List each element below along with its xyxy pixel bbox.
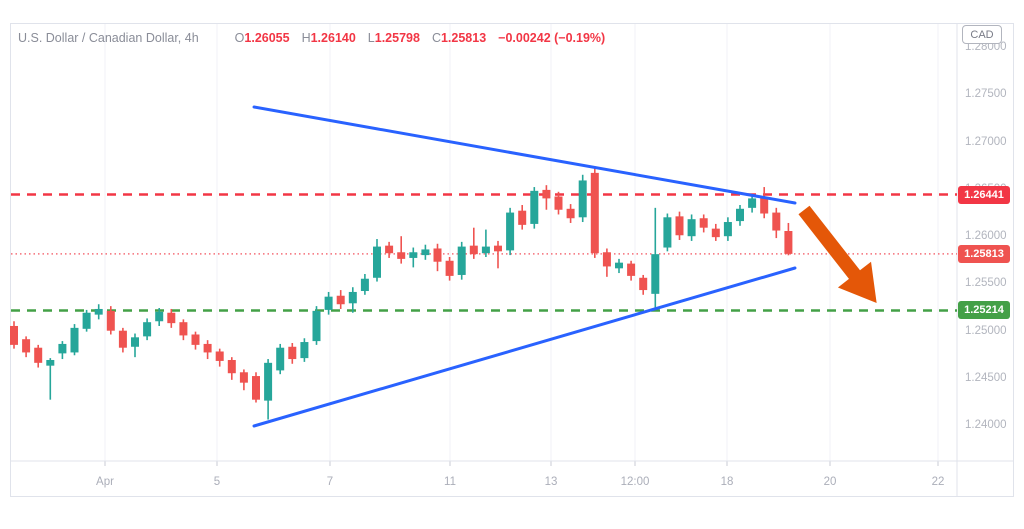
candle-body bbox=[784, 231, 793, 254]
candle-body bbox=[227, 359, 236, 374]
candle-body bbox=[723, 222, 732, 237]
candle-body bbox=[675, 216, 684, 236]
candle-body bbox=[639, 277, 648, 291]
candle-body bbox=[131, 337, 139, 347]
price-axis-label: 1.28000 bbox=[965, 41, 1007, 54]
candle-body bbox=[70, 327, 79, 353]
candle-body bbox=[687, 219, 696, 237]
price-axis-label: 1.24500 bbox=[965, 371, 1007, 384]
candle-body bbox=[506, 212, 515, 251]
price-axis-label: 1.27500 bbox=[965, 88, 1007, 101]
candle-body bbox=[421, 249, 430, 256]
candle-body bbox=[264, 362, 273, 401]
candle-body bbox=[542, 189, 551, 199]
ohlc-high: H1.26140 bbox=[301, 31, 356, 45]
candle-body bbox=[179, 322, 188, 336]
candle-body bbox=[106, 310, 115, 331]
time-axis-label: 5 bbox=[213, 476, 221, 488]
price-axis-label: 1.25000 bbox=[965, 324, 1007, 337]
candle-body bbox=[481, 246, 490, 254]
time-axis-label: 22 bbox=[931, 476, 945, 488]
candle-body bbox=[615, 262, 623, 269]
upper-wedge-trendline[interactable] bbox=[252, 105, 797, 205]
candle-body bbox=[167, 312, 176, 324]
symbol-header: U.S. Dollar / Canadian Dollar, 4h O1.260… bbox=[18, 30, 605, 46]
last-price-badge[interactable]: 1.25813 bbox=[958, 244, 1010, 263]
candle-body bbox=[772, 212, 781, 231]
time-axis-label: 20 bbox=[823, 476, 837, 488]
price-axis-label: 1.25500 bbox=[965, 277, 1007, 290]
candle-body bbox=[748, 198, 757, 208]
candle-body bbox=[566, 208, 575, 219]
candle-body bbox=[203, 343, 212, 353]
candle-body bbox=[530, 190, 539, 224]
candle-body bbox=[385, 245, 394, 254]
candle-body bbox=[445, 260, 454, 276]
time-axis-label: Apr bbox=[96, 476, 114, 488]
candle-body bbox=[58, 343, 67, 354]
candle-body bbox=[699, 218, 708, 228]
candle-body bbox=[300, 342, 309, 359]
candle-body bbox=[360, 278, 369, 292]
candle-body bbox=[736, 208, 744, 222]
candle-body bbox=[94, 308, 103, 315]
candle-body bbox=[651, 254, 660, 294]
candle-body bbox=[602, 252, 611, 267]
candle-body bbox=[494, 245, 502, 252]
candle-body bbox=[554, 196, 563, 210]
candle-body bbox=[252, 376, 260, 400]
candle-body bbox=[373, 246, 381, 278]
candle-body bbox=[46, 359, 55, 366]
candle-body bbox=[663, 217, 672, 248]
candle-body bbox=[711, 228, 720, 238]
lower-wedge-trendline[interactable] bbox=[252, 266, 797, 428]
price-axis-label: 1.24000 bbox=[965, 419, 1007, 432]
candle-body bbox=[288, 346, 297, 360]
candle-body bbox=[336, 295, 345, 305]
candle-body bbox=[457, 246, 466, 275]
price-axis-label: 1.27000 bbox=[965, 135, 1007, 148]
time-axis-label: 7 bbox=[326, 476, 334, 488]
candle-body bbox=[397, 252, 406, 259]
support-price-badge[interactable]: 1.25214 bbox=[958, 301, 1010, 320]
time-axis-label: 18 bbox=[720, 476, 734, 488]
candle-body bbox=[627, 263, 636, 276]
candle-body bbox=[239, 372, 248, 383]
candle-body bbox=[276, 347, 285, 371]
currency-badge[interactable]: CAD bbox=[962, 25, 1002, 44]
price-axis-label: 1.26000 bbox=[965, 230, 1007, 243]
candle-body bbox=[590, 172, 599, 254]
candle-body bbox=[312, 310, 321, 342]
ohlc-close: C1.25813 bbox=[431, 31, 487, 45]
candle-body bbox=[578, 180, 587, 218]
candle-body bbox=[10, 325, 18, 345]
candle-body bbox=[433, 248, 442, 262]
candle-body bbox=[518, 210, 527, 225]
candle-body bbox=[760, 197, 769, 214]
candle-body bbox=[191, 334, 200, 345]
candle-body bbox=[118, 330, 127, 348]
candle-body bbox=[22, 339, 31, 353]
candle-body bbox=[143, 322, 152, 337]
ohlc-low: L1.25798 bbox=[367, 31, 420, 45]
candle-body bbox=[409, 252, 418, 258]
candle-body bbox=[469, 245, 478, 255]
candle-body bbox=[348, 291, 357, 304]
price-change: −0.00242 (−0.19%) bbox=[498, 31, 606, 45]
candle-body bbox=[324, 296, 333, 310]
candle-body bbox=[215, 351, 224, 361]
ohlc-open: O1.26055 bbox=[234, 31, 290, 45]
candle-body bbox=[34, 347, 43, 363]
symbol-title[interactable]: U.S. Dollar / Canadian Dollar, 4h bbox=[18, 31, 199, 45]
time-axis-label: 11 bbox=[444, 476, 456, 488]
candle-body bbox=[82, 312, 91, 329]
resistance-price-badge[interactable]: 1.26441 bbox=[958, 185, 1010, 204]
candle-body bbox=[155, 311, 164, 322]
time-axis-label: 12:00 bbox=[620, 476, 650, 488]
bearish-arrow[interactable] bbox=[787, 197, 893, 316]
time-axis-label: 13 bbox=[544, 476, 558, 488]
